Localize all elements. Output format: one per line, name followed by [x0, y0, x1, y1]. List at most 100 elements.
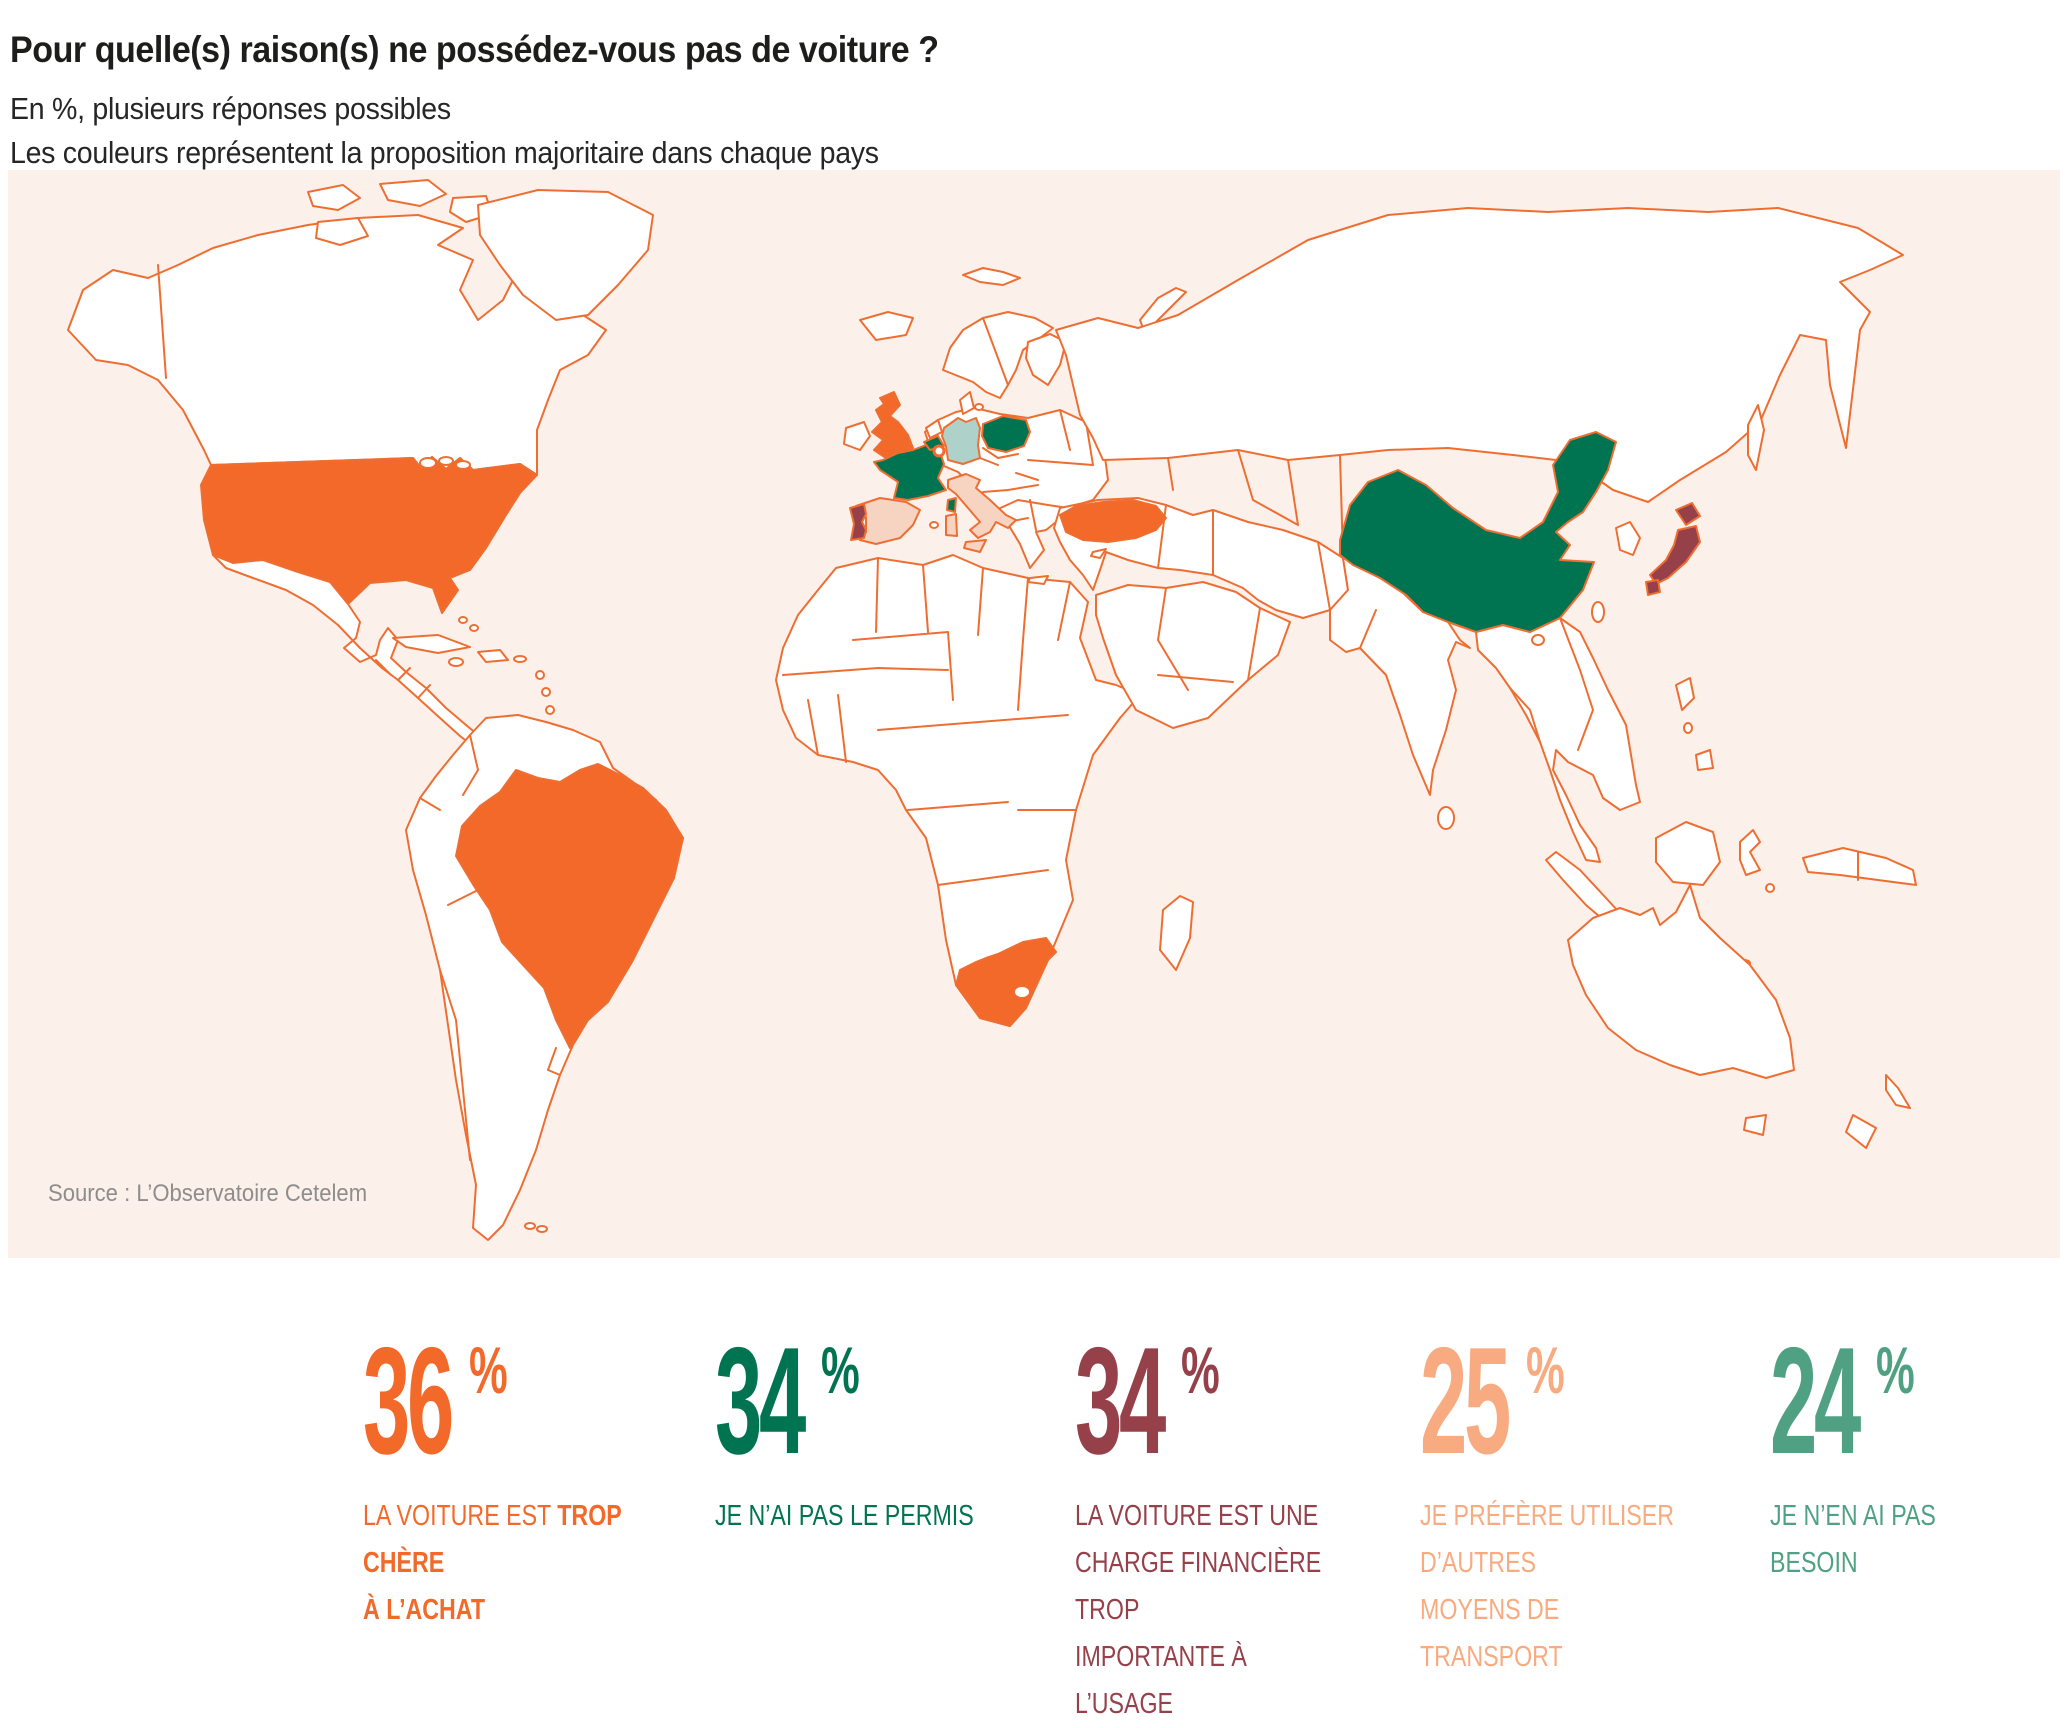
landmass-arctic-islands [379, 179, 447, 207]
country-luxembourg-marker [932, 444, 946, 458]
landmass-korea [1615, 521, 1641, 556]
country-france [873, 444, 947, 501]
country-italy [947, 473, 1017, 539]
island-cuba [392, 634, 471, 654]
stat-value: 36 [363, 1316, 454, 1486]
stat-label: JE N’AI PAS LE PERMIS [715, 1500, 974, 1532]
great-lakes [419, 457, 437, 469]
stat-label: LA VOITURE EST TROP CHÈRE À L’ACHAT [363, 1500, 622, 1626]
island-ireland [843, 421, 871, 451]
island-new-zealand-north [1885, 1074, 1911, 1109]
country-turkey [1059, 499, 1167, 543]
great-lakes [438, 456, 454, 466]
country-france-corsica [946, 497, 957, 513]
country-south-africa [955, 937, 1057, 1027]
island-philippines [1683, 722, 1693, 734]
island-antilles [545, 705, 555, 715]
country-italy-sicily [963, 539, 987, 553]
percent-sign: % [469, 1333, 508, 1407]
island-balearics [929, 521, 939, 529]
stat-label: JE PRÉFÈRE UTILISER D’AUTRES MOYENS DE T… [1420, 1500, 1674, 1673]
island-tasmania [1743, 1114, 1767, 1136]
country-poland [981, 415, 1031, 453]
border-arabia [1157, 587, 1261, 691]
stat-financial-burden: 34 % LA VOITURE EST UNE CHARGE FINANCIÈR… [1075, 1316, 1420, 1728]
island-jamaica [448, 657, 464, 667]
border-africa [782, 557, 1077, 886]
stat-no-need: 24 % JE N’EN AI PAS BESOIN [1770, 1316, 2068, 1587]
landmass-russia [1055, 207, 1904, 503]
stat-value: 34 [715, 1316, 806, 1486]
island-cyprus [1090, 548, 1107, 559]
island-antilles [535, 670, 545, 680]
country-japan-kyushu [1645, 579, 1661, 596]
stat-value-row: 34 % [1075, 1316, 1420, 1486]
island-new-zealand-south [1845, 1114, 1877, 1149]
island-sakhalin [1747, 404, 1765, 471]
country-china [1339, 431, 1617, 633]
island-puerto-rico [513, 655, 527, 663]
country-germany [941, 417, 981, 465]
stat-label: LA VOITURE EST UNE CHARGE FINANCIÈRE TRO… [1075, 1500, 1322, 1720]
landmass-greenland [477, 189, 654, 321]
landmass-finland [1025, 333, 1067, 386]
stat-label: JE N’EN AI PAS BESOIN [1770, 1500, 1936, 1579]
stat-value: 24 [1770, 1316, 1861, 1486]
world-map [8, 170, 2060, 1258]
subtitle: En %, plusieurs réponses possibles [10, 91, 451, 126]
percent-sign: % [1181, 1333, 1220, 1407]
border-norway-sweden [982, 317, 1009, 386]
landmass-denmark-isles [974, 403, 984, 411]
stat-value-row: 24 % [1770, 1316, 2068, 1486]
stat-prefer-other-transport: 25 % JE PRÉFÈRE UTILISER D’AUTRES MOYENS… [1420, 1316, 1770, 1681]
island-borneo [1655, 821, 1721, 886]
border-central-america [375, 659, 431, 699]
island-bahamas [458, 616, 468, 624]
landmass-arabia [1095, 581, 1291, 729]
stat-value-row: 36 % [363, 1316, 715, 1486]
island-sri-lanka [1437, 806, 1455, 830]
island-falklands [524, 1222, 536, 1230]
stats-row: 36 % LA VOITURE EST TROP CHÈRE À L’ACHAT… [363, 1316, 2068, 1728]
landmass-mexico-central-america [212, 554, 487, 751]
stat-no-license: 34 % JE N’AI PAS LE PERMIS [715, 1316, 1075, 1540]
island-mindanao [1695, 749, 1714, 771]
country-brazil [455, 763, 684, 1049]
stat-too-expensive-to-buy: 36 % LA VOITURE EST TROP CHÈRE À L’ACHAT [363, 1316, 715, 1634]
island-hainan [1531, 634, 1545, 646]
island-sulawesi [1739, 829, 1761, 876]
island-madagascar [1159, 895, 1194, 971]
border-alaska-canada [157, 264, 167, 379]
stat-value-row: 25 % [1420, 1316, 1770, 1486]
country-japan-honshu [1649, 525, 1701, 585]
island-luzon [1675, 677, 1695, 711]
country-japan-hokkaido [1675, 502, 1701, 526]
percent-sign: % [821, 1333, 860, 1407]
country-italy-sardinia [945, 513, 958, 537]
border-central-asia [1167, 449, 1344, 559]
stat-value-row: 34 % [715, 1316, 1075, 1486]
stat-value: 34 [1075, 1316, 1166, 1486]
island-hispaniola [477, 649, 509, 663]
color-note: Les couleurs représentent la proposition… [10, 135, 879, 170]
page-title: Pour quelle(s) raison(s) ne possédez-vou… [10, 29, 1019, 71]
landmass-arctic-islands [315, 217, 369, 246]
percent-sign: % [1526, 1333, 1565, 1407]
island-bahamas [469, 624, 479, 632]
island-antilles [541, 687, 551, 697]
landmass-denmark [959, 391, 975, 415]
landmass-iceland [859, 311, 914, 341]
country-portugal [849, 503, 867, 541]
lesotho-enclave [1013, 985, 1031, 999]
stat-value: 25 [1420, 1316, 1511, 1486]
landmass-australia [1567, 884, 1795, 1079]
border-europe [979, 409, 1094, 531]
island-svalbard [962, 267, 1021, 286]
island-moluccas [1765, 883, 1775, 893]
landmass-arctic-islands [307, 184, 361, 211]
border-south-america [419, 734, 561, 1161]
border-indochina [1509, 617, 1594, 751]
great-lakes [455, 460, 471, 470]
page-title-text: Pour quelle(s) raison(s) ne possédez-vou… [10, 28, 939, 70]
percent-sign: % [1876, 1333, 1915, 1407]
